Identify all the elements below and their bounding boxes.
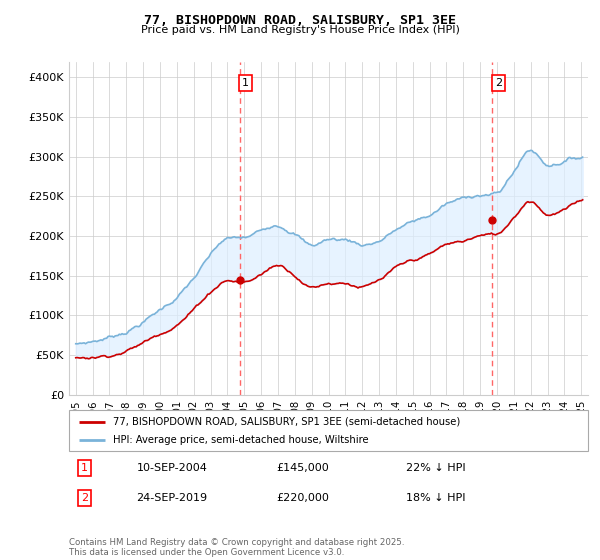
Text: 77, BISHOPDOWN ROAD, SALISBURY, SP1 3EE (semi-detached house): 77, BISHOPDOWN ROAD, SALISBURY, SP1 3EE …: [113, 417, 460, 427]
Text: 10-SEP-2004: 10-SEP-2004: [136, 463, 208, 473]
Text: £220,000: £220,000: [277, 493, 329, 503]
FancyBboxPatch shape: [69, 410, 588, 451]
Text: Price paid vs. HM Land Registry's House Price Index (HPI): Price paid vs. HM Land Registry's House …: [140, 25, 460, 35]
Text: 2: 2: [495, 78, 502, 88]
Text: £145,000: £145,000: [277, 463, 329, 473]
Text: 18% ↓ HPI: 18% ↓ HPI: [406, 493, 466, 503]
Text: 1: 1: [81, 463, 88, 473]
Text: 1: 1: [242, 78, 249, 88]
Text: 22% ↓ HPI: 22% ↓ HPI: [406, 463, 466, 473]
Text: 2: 2: [81, 493, 88, 503]
Text: 77, BISHOPDOWN ROAD, SALISBURY, SP1 3EE: 77, BISHOPDOWN ROAD, SALISBURY, SP1 3EE: [144, 14, 456, 27]
Text: Contains HM Land Registry data © Crown copyright and database right 2025.
This d: Contains HM Land Registry data © Crown c…: [69, 538, 404, 557]
Text: HPI: Average price, semi-detached house, Wiltshire: HPI: Average price, semi-detached house,…: [113, 435, 369, 445]
Text: 24-SEP-2019: 24-SEP-2019: [136, 493, 208, 503]
